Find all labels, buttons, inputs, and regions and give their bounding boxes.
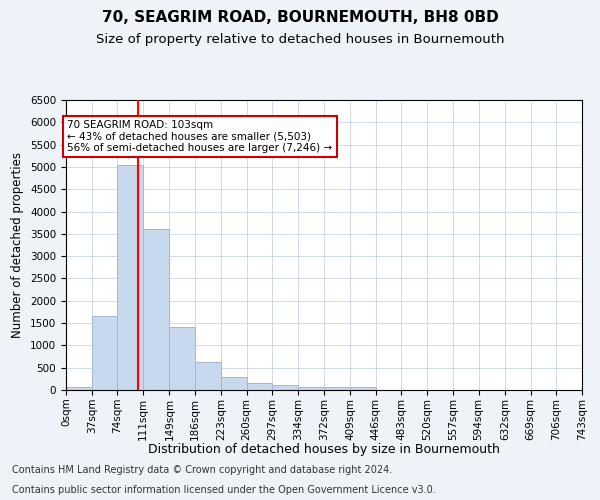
Bar <box>169 326 195 390</box>
Bar <box>350 388 376 390</box>
Bar <box>118 164 143 390</box>
Bar <box>298 386 325 390</box>
Text: Contains public sector information licensed under the Open Government Licence v3: Contains public sector information licen… <box>12 485 436 495</box>
Bar <box>92 316 118 390</box>
Text: Contains HM Land Registry data © Crown copyright and database right 2024.: Contains HM Land Registry data © Crown c… <box>12 465 392 475</box>
Bar <box>272 385 298 390</box>
Y-axis label: Number of detached properties: Number of detached properties <box>11 152 25 338</box>
Bar <box>143 230 169 390</box>
Text: Distribution of detached houses by size in Bournemouth: Distribution of detached houses by size … <box>148 442 500 456</box>
Text: Size of property relative to detached houses in Bournemouth: Size of property relative to detached ho… <box>96 32 504 46</box>
Text: 70, SEAGRIM ROAD, BOURNEMOUTH, BH8 0BD: 70, SEAGRIM ROAD, BOURNEMOUTH, BH8 0BD <box>101 10 499 25</box>
Bar <box>325 388 350 390</box>
Bar <box>195 362 221 390</box>
Text: 70 SEAGRIM ROAD: 103sqm
← 43% of detached houses are smaller (5,503)
56% of semi: 70 SEAGRIM ROAD: 103sqm ← 43% of detache… <box>67 120 332 154</box>
Bar <box>247 384 272 390</box>
Bar <box>221 377 247 390</box>
Bar <box>66 386 92 390</box>
